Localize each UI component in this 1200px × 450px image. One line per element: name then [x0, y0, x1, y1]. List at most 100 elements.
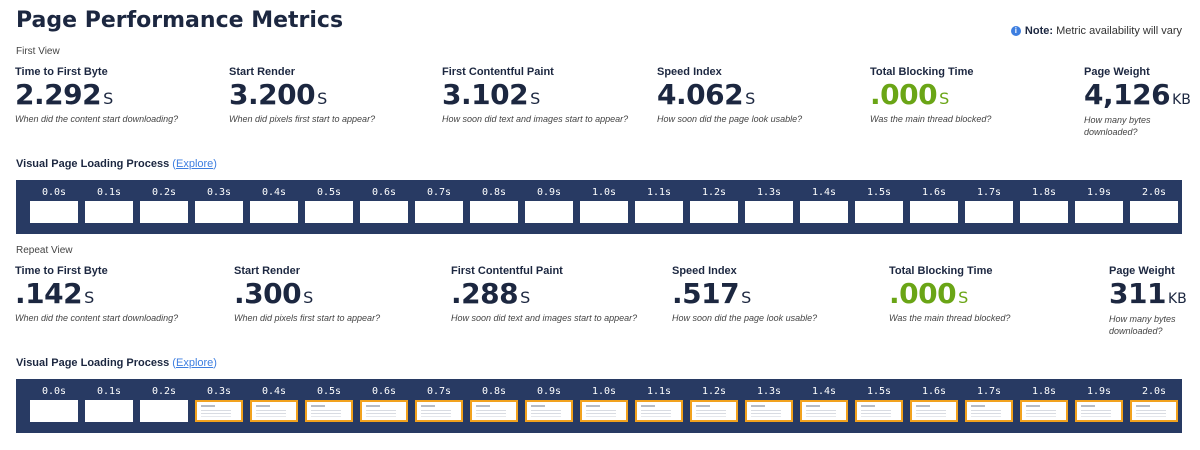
frame-thumbnail[interactable]	[30, 201, 78, 223]
metric-description: How soon did text and images start to ap…	[451, 313, 638, 323]
filmstrip: 0.0s 0.1s 0.2s 0.3s 0.4s 0.5s 0.6s 0.7s 0.8s 0.9s…	[16, 180, 1182, 234]
frame-thumbnail[interactable]	[635, 201, 683, 223]
explore-link[interactable]: Explore	[175, 357, 214, 369]
metric-card: Total Blocking Time .000 S Was the main thr…	[889, 265, 1010, 323]
frame-thumbnail[interactable]	[195, 201, 243, 223]
frame-time: 0.8s	[481, 187, 507, 198]
frame-time: 0.2s	[151, 386, 177, 397]
frame-thumbnail[interactable]	[305, 201, 353, 223]
metric-card: Speed Index 4.062 S How soon did the page l…	[657, 66, 802, 124]
paren-open: (	[169, 158, 176, 170]
frame-thumbnail[interactable]	[1130, 201, 1178, 223]
frame-thumbnail[interactable]	[195, 400, 243, 422]
frame-thumbnail[interactable]	[250, 201, 298, 223]
frame-time: 0.6s	[371, 386, 397, 397]
metric-number: .517	[672, 277, 740, 310]
frame-thumbnail[interactable]	[745, 400, 793, 422]
frame-time: 1.2s	[701, 386, 727, 397]
metric-description: How soon did text and images start to ap…	[442, 114, 629, 124]
frame-time: 1.9s	[1086, 386, 1112, 397]
info-icon: i	[1010, 26, 1021, 36]
explore-link[interactable]: Explore	[175, 158, 214, 170]
metric-card: Page Weight 311 KB How many bytes downloade…	[1109, 265, 1189, 337]
frame-time: 2.0s	[1141, 386, 1167, 397]
frame-thumbnail[interactable]	[1020, 201, 1068, 223]
visual-loading-process-label: Visual Page Loading Process (Explore)	[16, 357, 217, 369]
frame-thumbnail[interactable]	[690, 201, 738, 223]
frame-thumbnail[interactable]	[1130, 400, 1178, 422]
metric-card: Total Blocking Time .000 S Was the main thr…	[870, 66, 991, 124]
metric-unit: S	[303, 288, 314, 307]
frame-time: 0.9s	[536, 386, 562, 397]
frame-time: 1.8s	[1031, 187, 1057, 198]
metric-unit: S	[530, 89, 541, 108]
metric-value: .000 S	[889, 280, 1010, 308]
metric-number: 4.062	[657, 78, 744, 111]
frame-thumbnail[interactable]	[470, 400, 518, 422]
frame-thumbnail[interactable]	[855, 201, 903, 223]
frame-thumbnail[interactable]	[140, 400, 188, 422]
metric-label: Speed Index	[657, 66, 722, 78]
visual-loading-process-label: Visual Page Loading Process (Explore)	[16, 158, 217, 170]
frame-thumbnail[interactable]	[745, 201, 793, 223]
metric-card: Time to First Byte .142 S When did the cont…	[15, 265, 178, 323]
frame-thumbnail[interactable]	[1075, 400, 1123, 422]
metric-availability-note: i Note: Metric availability will vary	[1010, 25, 1182, 37]
frame-time: 0.2s	[151, 187, 177, 198]
frame-thumbnail[interactable]	[800, 400, 848, 422]
frame-thumbnail[interactable]	[910, 400, 958, 422]
frame-thumbnail[interactable]	[415, 201, 463, 223]
metric-card: Start Render .300 S When did pixels first s…	[234, 265, 380, 323]
frame-time: 0.1s	[96, 187, 122, 198]
metric-label: Page Weight	[1109, 265, 1175, 277]
frame-thumbnail[interactable]	[470, 201, 518, 223]
metric-label: Time to First Byte	[15, 265, 108, 277]
frame-thumbnail[interactable]	[635, 400, 683, 422]
frame-thumbnail[interactable]	[1075, 201, 1123, 223]
frame-thumbnail[interactable]	[85, 400, 133, 422]
frame-time: 1.2s	[701, 187, 727, 198]
metric-description: How soon did the page look usable?	[657, 114, 803, 124]
frame-time: 0.7s	[426, 386, 452, 397]
frame-thumbnail[interactable]	[360, 201, 408, 223]
frame-thumbnail[interactable]	[360, 400, 408, 422]
frame-time: 0.3s	[206, 187, 232, 198]
frame-thumbnail[interactable]	[965, 201, 1013, 223]
frame-thumbnail[interactable]	[690, 400, 738, 422]
frame-time: 1.6s	[921, 187, 947, 198]
frame-thumbnail[interactable]	[250, 400, 298, 422]
metric-label: First Contentful Paint	[451, 265, 563, 277]
metric-description: How many bytes downloaded?	[1109, 314, 1176, 336]
frame-thumbnail[interactable]	[525, 400, 573, 422]
frame-time: 1.5s	[866, 187, 892, 198]
frame-time: 0.9s	[536, 187, 562, 198]
process-label-text: Visual Page Loading Process	[16, 158, 170, 170]
frame-thumbnail[interactable]	[800, 201, 848, 223]
frame-thumbnail[interactable]	[525, 201, 573, 223]
frame-thumbnail[interactable]	[910, 201, 958, 223]
frame-time: 1.0s	[591, 187, 617, 198]
metric-unit: S	[939, 89, 950, 108]
metric-number: 4,126	[1084, 78, 1171, 111]
metric-description: When did pixels first start to appear?	[229, 114, 376, 124]
metric-unit: S	[103, 89, 114, 108]
frame-time: 1.0s	[591, 386, 617, 397]
metric-value: 4.062 S	[657, 81, 802, 109]
metric-value: .288 S	[451, 280, 637, 308]
frame-thumbnail[interactable]	[1020, 400, 1068, 422]
frame-thumbnail[interactable]	[30, 400, 78, 422]
frame-time: 0.1s	[96, 386, 122, 397]
frame-thumbnail[interactable]	[305, 400, 353, 422]
frame-time: 0.6s	[371, 187, 397, 198]
frame-thumbnail[interactable]	[140, 201, 188, 223]
frame-thumbnail[interactable]	[580, 400, 628, 422]
metric-label: Start Render	[234, 265, 301, 277]
frame-time: 0.5s	[316, 386, 342, 397]
metric-label: Page Weight	[1084, 66, 1150, 78]
frame-thumbnail[interactable]	[415, 400, 463, 422]
frame-thumbnail[interactable]	[855, 400, 903, 422]
frame-thumbnail[interactable]	[580, 201, 628, 223]
frame-thumbnail[interactable]	[965, 400, 1013, 422]
metric-unit: KB	[1172, 92, 1191, 108]
frame-thumbnail[interactable]	[85, 201, 133, 223]
